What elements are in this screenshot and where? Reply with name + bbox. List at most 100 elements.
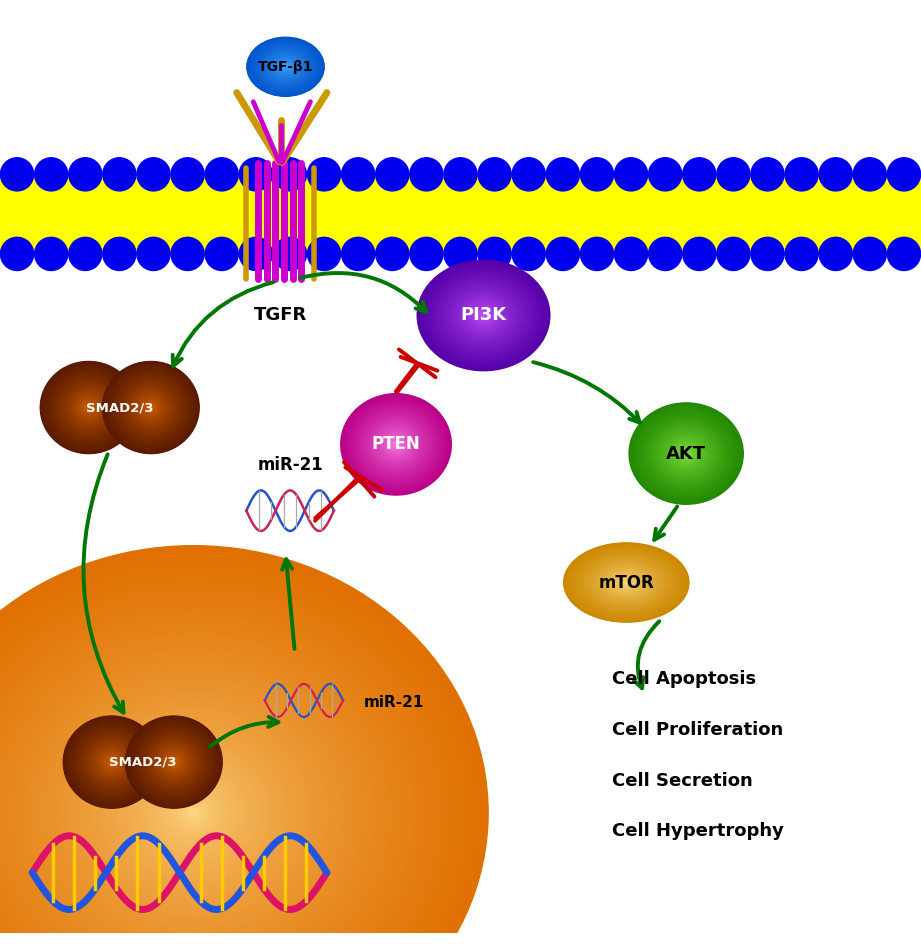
Ellipse shape <box>602 567 650 598</box>
Ellipse shape <box>146 403 156 413</box>
Ellipse shape <box>183 804 204 821</box>
Ellipse shape <box>472 306 495 325</box>
Ellipse shape <box>102 753 122 771</box>
Ellipse shape <box>95 724 292 902</box>
Ellipse shape <box>86 715 301 911</box>
Ellipse shape <box>144 733 204 791</box>
Ellipse shape <box>86 737 137 787</box>
Circle shape <box>274 237 307 271</box>
Ellipse shape <box>134 724 214 801</box>
Ellipse shape <box>656 427 717 480</box>
Ellipse shape <box>341 394 451 495</box>
Text: PTEN: PTEN <box>372 435 420 453</box>
Ellipse shape <box>162 750 186 774</box>
Ellipse shape <box>624 581 629 584</box>
Ellipse shape <box>71 391 106 424</box>
Ellipse shape <box>256 44 315 89</box>
Ellipse shape <box>141 731 207 794</box>
Ellipse shape <box>165 753 183 770</box>
Ellipse shape <box>444 282 523 348</box>
Ellipse shape <box>613 574 639 591</box>
Ellipse shape <box>88 740 134 784</box>
Ellipse shape <box>622 580 631 585</box>
Ellipse shape <box>0 552 481 944</box>
Ellipse shape <box>424 265 543 365</box>
Ellipse shape <box>87 739 136 785</box>
Ellipse shape <box>588 558 665 607</box>
Ellipse shape <box>381 431 411 458</box>
Ellipse shape <box>67 720 156 804</box>
Ellipse shape <box>114 373 188 443</box>
Ellipse shape <box>428 269 539 362</box>
Ellipse shape <box>123 381 179 434</box>
Ellipse shape <box>149 406 153 410</box>
Ellipse shape <box>567 546 685 619</box>
Ellipse shape <box>465 300 502 330</box>
Ellipse shape <box>73 392 105 423</box>
Ellipse shape <box>378 428 414 462</box>
Ellipse shape <box>145 401 157 413</box>
Ellipse shape <box>623 580 630 585</box>
Ellipse shape <box>59 379 118 436</box>
Ellipse shape <box>586 557 667 608</box>
Ellipse shape <box>659 430 713 477</box>
Ellipse shape <box>590 560 662 605</box>
Ellipse shape <box>604 568 648 597</box>
Ellipse shape <box>470 304 497 328</box>
Ellipse shape <box>42 363 134 451</box>
Ellipse shape <box>417 261 550 371</box>
Ellipse shape <box>64 384 113 431</box>
Ellipse shape <box>469 303 498 328</box>
Ellipse shape <box>169 757 180 767</box>
Ellipse shape <box>426 267 542 363</box>
Ellipse shape <box>364 414 428 474</box>
Ellipse shape <box>125 716 222 808</box>
Ellipse shape <box>382 431 410 457</box>
Ellipse shape <box>255 43 316 90</box>
Ellipse shape <box>480 312 488 319</box>
Ellipse shape <box>644 416 729 491</box>
Ellipse shape <box>104 754 120 769</box>
Ellipse shape <box>145 768 242 857</box>
Ellipse shape <box>88 740 135 784</box>
Ellipse shape <box>169 790 218 835</box>
Text: Cell Proliferation: Cell Proliferation <box>612 721 784 739</box>
Ellipse shape <box>157 746 192 779</box>
Ellipse shape <box>271 56 300 78</box>
Ellipse shape <box>271 56 300 77</box>
Ellipse shape <box>78 708 309 918</box>
Ellipse shape <box>142 399 160 416</box>
Ellipse shape <box>357 409 435 480</box>
Ellipse shape <box>72 392 106 424</box>
Ellipse shape <box>0 588 441 944</box>
Ellipse shape <box>682 450 690 457</box>
Ellipse shape <box>598 565 655 600</box>
Ellipse shape <box>0 565 466 944</box>
Ellipse shape <box>672 441 701 466</box>
Ellipse shape <box>596 564 657 602</box>
Ellipse shape <box>666 436 706 471</box>
Ellipse shape <box>80 399 97 415</box>
Ellipse shape <box>635 409 737 498</box>
Ellipse shape <box>661 431 711 476</box>
Ellipse shape <box>87 406 90 410</box>
Ellipse shape <box>601 566 651 598</box>
Ellipse shape <box>379 430 413 460</box>
Ellipse shape <box>588 558 665 607</box>
Ellipse shape <box>83 734 141 790</box>
Ellipse shape <box>83 735 140 789</box>
Ellipse shape <box>157 747 190 778</box>
Ellipse shape <box>436 276 531 356</box>
Ellipse shape <box>85 736 138 787</box>
Ellipse shape <box>135 393 166 422</box>
Ellipse shape <box>251 41 320 93</box>
Ellipse shape <box>618 577 635 588</box>
Ellipse shape <box>167 788 220 837</box>
Ellipse shape <box>662 432 710 475</box>
Ellipse shape <box>636 410 736 497</box>
Ellipse shape <box>46 367 131 447</box>
Ellipse shape <box>669 438 704 469</box>
Ellipse shape <box>612 574 640 592</box>
Ellipse shape <box>164 752 184 772</box>
Ellipse shape <box>133 390 169 425</box>
